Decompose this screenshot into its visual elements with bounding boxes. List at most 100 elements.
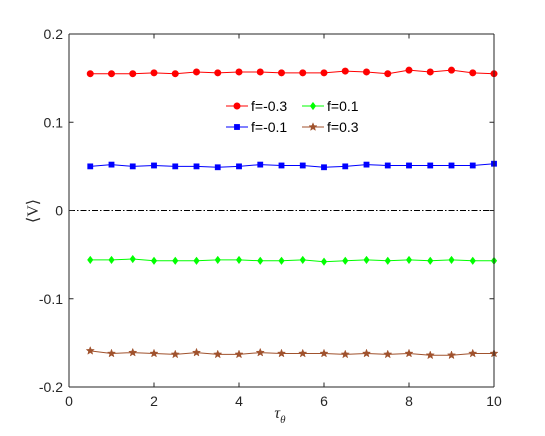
legend-swatch-marker [234, 124, 240, 130]
y-tick-label: -0.1 [39, 291, 63, 307]
data-point [85, 345, 95, 355]
y-tick-label: -0.2 [39, 379, 63, 395]
legend-label: f=-0.1 [251, 119, 287, 135]
data-point [341, 67, 349, 75]
data-point [255, 347, 265, 357]
data-point [172, 256, 179, 265]
data-point [405, 255, 413, 265]
data-point [427, 162, 434, 169]
data-point [340, 349, 350, 359]
data-point [257, 161, 264, 168]
legend-label: f=0.1 [327, 98, 359, 114]
data-point [383, 349, 393, 359]
legend-entry-f=-0.1: f=-0.1 [226, 119, 287, 135]
data-point [191, 347, 202, 357]
legend: f=-0.3 f=0.1 f=-0.1 f=0.3 [226, 98, 359, 135]
data-point [214, 69, 222, 77]
x-axis-label-main: τ [274, 405, 281, 422]
data-point [236, 163, 242, 170]
y-axis-label: ⟨V⟩ [25, 199, 42, 223]
series-f=-0.3 [86, 66, 498, 78]
data-point [362, 68, 370, 76]
data-point [319, 348, 329, 358]
data-point [108, 70, 116, 78]
data-point [235, 68, 243, 76]
data-point [129, 70, 137, 78]
data-point [276, 348, 287, 358]
x-tick-label: 8 [405, 393, 413, 409]
data-point [277, 69, 285, 77]
data-point [257, 256, 264, 265]
data-point [448, 255, 455, 265]
series-layer [85, 66, 499, 360]
data-point [129, 163, 136, 170]
y-tick-label: 0.2 [44, 26, 64, 42]
data-point [320, 69, 328, 77]
data-point [278, 162, 285, 169]
data-point [256, 68, 264, 76]
data-point [214, 255, 221, 265]
series-line-f=-0.3 [90, 69, 495, 75]
legend-label: f=0.3 [327, 119, 359, 135]
y-tick-label: 0 [55, 203, 63, 219]
series-f=0.1 [87, 254, 498, 266]
data-point [106, 348, 117, 358]
data-point [448, 162, 455, 169]
data-point [342, 256, 349, 265]
data-point [447, 66, 455, 74]
legend-entry-f=-0.3: f=-0.3 [226, 98, 287, 114]
data-point [193, 256, 200, 265]
data-point [128, 347, 138, 357]
data-point [320, 257, 328, 266]
data-point [469, 256, 476, 265]
data-point [87, 163, 94, 170]
data-point [299, 69, 307, 77]
data-point [468, 348, 478, 358]
data-point [234, 349, 244, 359]
y-tick-label: 0.1 [44, 114, 64, 130]
data-point [342, 163, 349, 170]
data-point [384, 162, 391, 169]
series-line-f=0.1 [90, 258, 494, 263]
series-f=0.3 [85, 345, 499, 360]
data-point [171, 70, 179, 78]
data-point [278, 256, 285, 265]
data-point [214, 164, 221, 171]
legend-swatch-marker [308, 122, 318, 131]
data-point [299, 255, 306, 265]
series-line-f=0.3 [90, 350, 494, 356]
data-point [384, 256, 391, 265]
data-point [406, 162, 412, 169]
data-point [108, 161, 115, 168]
data-point [361, 348, 372, 358]
data-point [193, 68, 201, 76]
data-point [129, 254, 136, 264]
data-point [213, 349, 223, 359]
data-point [151, 162, 157, 169]
data-point [193, 163, 200, 170]
data-point [172, 163, 179, 170]
data-point [149, 348, 159, 358]
data-point [298, 348, 308, 358]
x-axis-label-subscript: θ [280, 414, 286, 426]
ticks: 0 2 4 6 8 10 -0.2 -0.1 0 0.1 0.2 [39, 26, 502, 409]
x-tick-label: 2 [150, 393, 158, 409]
legend-swatch-marker [233, 102, 241, 110]
data-point [299, 162, 306, 169]
data-point [404, 348, 414, 358]
x-tick-label: 0 [65, 393, 73, 409]
x-tick-label: 4 [235, 393, 243, 409]
data-point [425, 350, 435, 360]
data-point [446, 350, 457, 360]
data-point [469, 162, 476, 169]
data-point [426, 68, 434, 76]
data-point [469, 69, 477, 77]
data-point [427, 256, 434, 265]
data-point [363, 255, 370, 265]
data-point [235, 255, 243, 265]
x-tick-label: 6 [320, 393, 328, 409]
series-line-f=-0.1 [90, 163, 495, 168]
x-axis-label: τθ [274, 405, 286, 426]
data-point [150, 69, 158, 77]
